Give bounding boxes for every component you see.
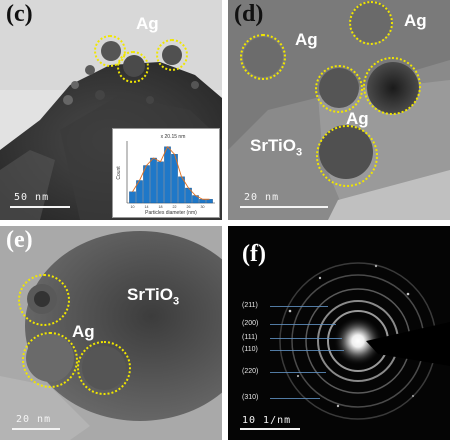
histogram-bar <box>206 199 213 204</box>
scale-label: 50 nm <box>14 192 50 203</box>
histogram-tick-label: 18 <box>159 205 163 209</box>
ag-label: Ag <box>346 109 369 128</box>
panel-d-letter: (d) <box>234 1 264 27</box>
ring-guide-line <box>270 306 328 307</box>
ag-nanoparticle-marker <box>240 34 286 80</box>
ring-guide-line <box>270 350 344 351</box>
histogram-bar <box>150 157 157 204</box>
srtio3-text: SrTiO <box>250 136 296 155</box>
panel-e-letter: (e) <box>6 227 33 253</box>
ring-guide-line <box>270 324 336 325</box>
srtio3-subscript: 3 <box>295 146 303 159</box>
ring-guide-line <box>270 372 326 373</box>
ag-label: Ag <box>72 322 95 341</box>
histogram-bar <box>157 161 164 204</box>
inset-ylabel: Count <box>116 166 122 180</box>
panel-f-letter: (f) <box>242 241 266 267</box>
scale-label: 10 1/nm <box>242 415 292 426</box>
ag-label: Ag <box>136 14 159 33</box>
gaussian-fit-curve <box>132 145 210 200</box>
ag-label: Ag <box>295 30 318 49</box>
ag-nanoparticle-marker <box>156 39 188 71</box>
ag-nanoparticle-marker <box>349 1 393 45</box>
panel-f: (f) (211) (200) (111) (110) (220) (310) … <box>228 226 450 440</box>
panel-c: (c) Ag x 20.15 nm Count Particles diamet… <box>0 0 222 220</box>
scale-label: 20 nm <box>244 192 280 203</box>
histogram-bar <box>199 199 206 204</box>
ring-guide-line <box>270 338 342 339</box>
ring-label-111: (111) <box>242 334 258 341</box>
histogram-bar <box>129 191 136 204</box>
srtio3-text: SrTiO <box>127 285 173 304</box>
histogram-bar <box>164 146 171 204</box>
histogram-tick-label: 22 <box>173 205 177 209</box>
tem-image-e <box>0 226 222 440</box>
ring-label-211: (211) <box>242 302 258 309</box>
ring-label-200: (200) <box>242 320 259 327</box>
ring-guide-line <box>270 398 320 399</box>
histogram-tick-label: 10 <box>131 205 135 209</box>
ag-nanoparticle-marker <box>316 125 378 187</box>
scale-label: 20 nm <box>16 414 52 425</box>
panel-c-letter: (c) <box>6 1 33 27</box>
scale-bar <box>10 206 70 208</box>
histogram-tick-label: 26 <box>187 205 191 209</box>
ring-label-110: (110) <box>242 346 258 353</box>
ring-label-310: (310) <box>242 394 259 401</box>
histogram-tick-label: 14 <box>145 205 149 209</box>
size-distribution-histogram: x 20.15 nm Count Particles diameter (nm)… <box>116 134 215 216</box>
ag-nanoparticle-marker <box>77 341 131 395</box>
inset-title: x 20.15 nm <box>161 134 186 140</box>
srtio3-subscript: 3 <box>172 295 180 308</box>
ag-nanoparticle-marker <box>22 332 78 388</box>
srtio3-label: SrTiO3 <box>127 286 179 307</box>
ag-nanoparticle-marker <box>18 274 70 326</box>
scale-bar <box>240 428 300 430</box>
ring-label-220: (220) <box>242 368 259 375</box>
ag-nanoparticle-marker <box>363 57 421 115</box>
ag-nanoparticle-marker <box>117 51 149 83</box>
srtio3-label: SrTiO3 <box>250 137 302 158</box>
histogram-tick-label: 30 <box>201 205 205 209</box>
ag-nanoparticle-marker <box>315 65 363 113</box>
scale-bar <box>240 206 328 208</box>
ag-nanoparticle-marker <box>94 35 126 67</box>
size-distribution-inset: x 20.15 nm Count Particles diameter (nm)… <box>112 128 220 218</box>
scale-bar <box>12 428 60 430</box>
ag-label: Ag <box>404 11 427 30</box>
panel-d: (d) Ag Ag Ag SrTiO3 20 nm <box>228 0 450 220</box>
inset-xlabel: Particles diameter (nm) <box>145 210 197 216</box>
panel-e: (e) Ag SrTiO3 20 nm <box>0 226 222 440</box>
saed-pattern <box>228 226 450 440</box>
